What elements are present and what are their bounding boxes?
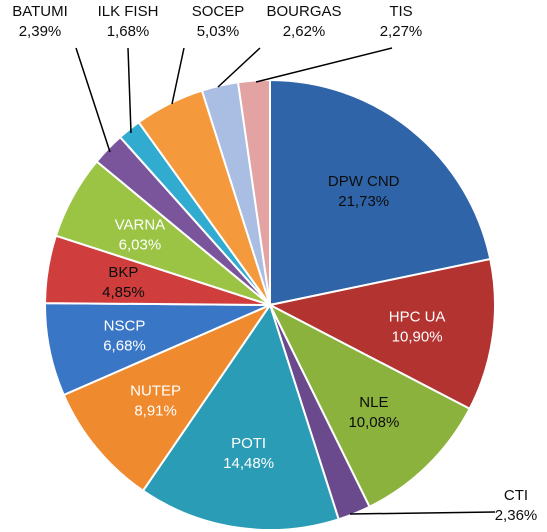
leader-line-ilk-fish xyxy=(127,47,132,134)
leader-line-tis xyxy=(255,47,393,83)
leader-line-bourgas xyxy=(217,47,261,88)
slice-label-hpc-ua: HPC UA 10,90% xyxy=(389,308,446,345)
pie-slice-tis xyxy=(236,78,271,306)
slice-label-tis: TIS 2,27% xyxy=(380,3,423,40)
slice-label-varna: VARNA 6,03% xyxy=(115,217,166,254)
leader-line-cti xyxy=(349,511,496,515)
slice-label-ilk-fish: ILK FISH 1,68% xyxy=(98,3,159,40)
slice-label-bourgas: BOURGAS 2,62% xyxy=(266,3,341,40)
leader-line-batumi xyxy=(75,47,111,153)
pie-slice-nutep xyxy=(62,302,273,493)
pie-slice-poti xyxy=(141,302,340,531)
slice-labels: DPW CND 21,73% HPC UA 10,90% NLE 10,08% CTI 2,3… xyxy=(12,3,537,524)
slice-label-nscp: NSCP 6,68% xyxy=(103,318,146,355)
leader-line-socep xyxy=(171,47,185,105)
slice-label-dpw-cnd: DPW CND 21,73% xyxy=(328,173,400,210)
pie-slice-nle xyxy=(267,302,472,509)
slice-label-nle: NLE 10,08% xyxy=(348,394,399,431)
pie-slice-dpw-cnd xyxy=(269,78,492,307)
slice-label-poti: POTI 14,48% xyxy=(223,435,274,472)
slice-label-bkp: BKP 4,85% xyxy=(102,264,145,301)
slice-label-batumi: BATUMI 2,39% xyxy=(12,3,68,40)
leader-lines xyxy=(75,47,496,515)
pie-slice-hpc-ua xyxy=(267,257,496,411)
slice-label-socep: SOCEP 5,03% xyxy=(192,3,245,40)
slice-label-nutep: NUTEP 8,91% xyxy=(130,383,181,420)
slice-label-cti: CTI 2,36% xyxy=(495,487,538,524)
pie-slices xyxy=(44,78,496,531)
